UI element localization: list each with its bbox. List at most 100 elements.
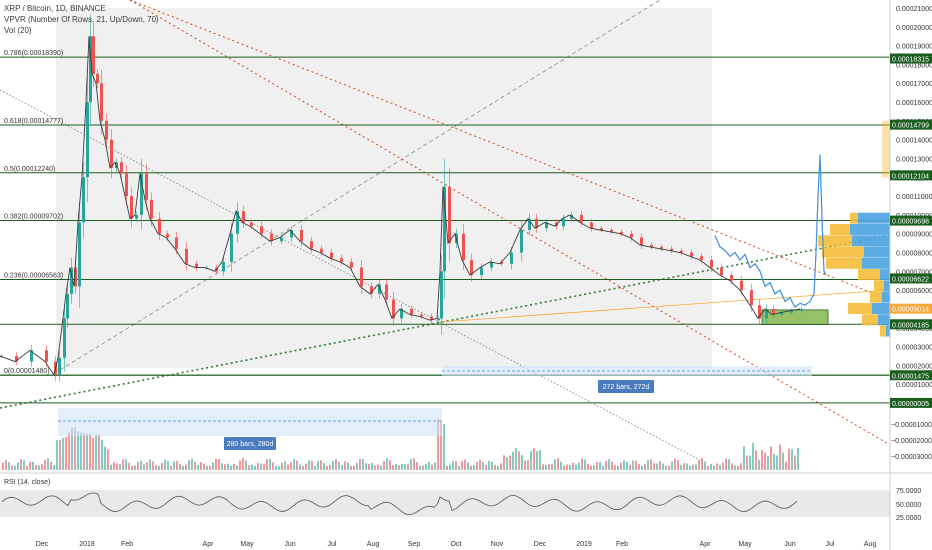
volume-bar (242, 458, 244, 470)
candle-body (92, 36, 95, 74)
volume-bar (767, 455, 769, 470)
volume-tick-label: −0.00001000 (891, 422, 932, 429)
volume-bar (38, 465, 40, 470)
volume-bar (704, 461, 706, 470)
candle-body (750, 290, 753, 306)
price-tick-label: 0.00002000 (896, 363, 932, 370)
volume-bar (581, 458, 583, 470)
volume-bar (161, 462, 163, 470)
price-tag-bg (890, 170, 932, 181)
candle-body (470, 260, 473, 276)
time-tick-label: May (240, 541, 254, 548)
volume-bar (521, 455, 523, 470)
candle-body (528, 218, 531, 230)
candle-body (310, 241, 313, 249)
candle-body (720, 267, 723, 276)
candle-body (86, 102, 89, 178)
volume-bar (410, 459, 412, 470)
volume-bar (494, 464, 496, 470)
chart-title: XRP / Bitcoin, 1D, BINANCE (4, 4, 106, 13)
volume-bar (215, 458, 217, 470)
volume-bar (401, 463, 403, 470)
volume-bar (419, 465, 421, 470)
volume-bar (95, 434, 97, 470)
volume-bar (32, 461, 34, 470)
volume-bars (2, 418, 799, 470)
rsi-line (1, 492, 798, 516)
volume-bar (284, 461, 286, 470)
volume-bar (530, 451, 532, 470)
volume-bar (227, 463, 229, 470)
indicator-vpvr-label[interactable]: VPVR (Number Of Rows, 21, Up/Down, 70) (4, 15, 159, 24)
vpvr-bar-up (878, 314, 890, 326)
price-tick-label: 0.00011000 (896, 194, 932, 201)
price-tag-bg (890, 397, 932, 408)
rsi-tick-label: 75.0000 (896, 488, 921, 495)
volume-bar (776, 455, 778, 470)
volume-bar (755, 450, 757, 470)
vpvr-bar-down (822, 246, 864, 258)
price-tick-label: 0.00001000 (896, 382, 932, 389)
volume-bar (572, 462, 574, 470)
time-tick-label: Dec (534, 541, 547, 548)
candle-body (74, 267, 77, 287)
volume-bar (47, 458, 49, 470)
volume-bar (224, 464, 226, 470)
volume-bar (152, 461, 154, 470)
price-tick-label: 0.00020000 (896, 25, 932, 32)
candle-body (545, 222, 548, 229)
volume-bar (176, 461, 178, 470)
candle-body (370, 286, 373, 294)
candle-body (510, 252, 513, 264)
volume-bar (17, 462, 19, 470)
time-tick-label: Jul (826, 541, 835, 548)
indicator-vol-label[interactable]: Vol (20) (4, 26, 32, 35)
volume-bar (320, 460, 322, 470)
candle-body (70, 267, 73, 294)
volume-bar (80, 432, 82, 470)
candle-body (610, 229, 613, 232)
volume-bar (182, 465, 184, 470)
volume-bar (203, 463, 205, 470)
fib-levels: 0.786(0.00018390) 0.618(0.00014777) 0.5(0.… (0, 50, 890, 404)
candle-body (150, 199, 153, 219)
candle-body (185, 248, 188, 264)
volume-bar (188, 460, 190, 470)
vpvr-bar-down (830, 223, 850, 235)
volume-bar (380, 465, 382, 470)
candle-body (740, 280, 743, 291)
volume-bar (545, 464, 547, 470)
volume-bar (263, 463, 265, 470)
candle-body (78, 222, 81, 287)
volume-bar (2, 462, 4, 470)
candle-body (250, 222, 253, 227)
candle-body (520, 229, 523, 253)
vpvr-bar-down (870, 291, 882, 303)
volume-bar (50, 461, 52, 470)
time-tick-label: Apr (700, 541, 712, 548)
volume-bar (11, 465, 13, 470)
volume-bar (455, 461, 457, 470)
volume-bar (143, 464, 145, 470)
volume-bar (665, 465, 667, 470)
volume-bar (764, 452, 766, 470)
candle-body (236, 211, 239, 234)
measure-tools[interactable]: 280 bars, 280d 272 bars, 272d (58, 366, 812, 450)
volume-bar (62, 438, 64, 470)
volume-bar (125, 459, 127, 470)
volume-bar (293, 459, 295, 470)
volume-bar (710, 463, 712, 470)
volume-bar (722, 462, 724, 470)
candle-body (66, 293, 69, 319)
candle-body (360, 267, 363, 287)
volume-bar (365, 463, 367, 470)
volume-bar (659, 461, 661, 470)
volume-bar (128, 462, 130, 470)
volume-bar (299, 464, 301, 470)
volume-bar (71, 427, 73, 470)
candle-body (772, 308, 775, 315)
current-price-line (439, 289, 891, 323)
trendline-red-upper (129, 0, 891, 301)
vpvr-bar-up (882, 291, 890, 303)
